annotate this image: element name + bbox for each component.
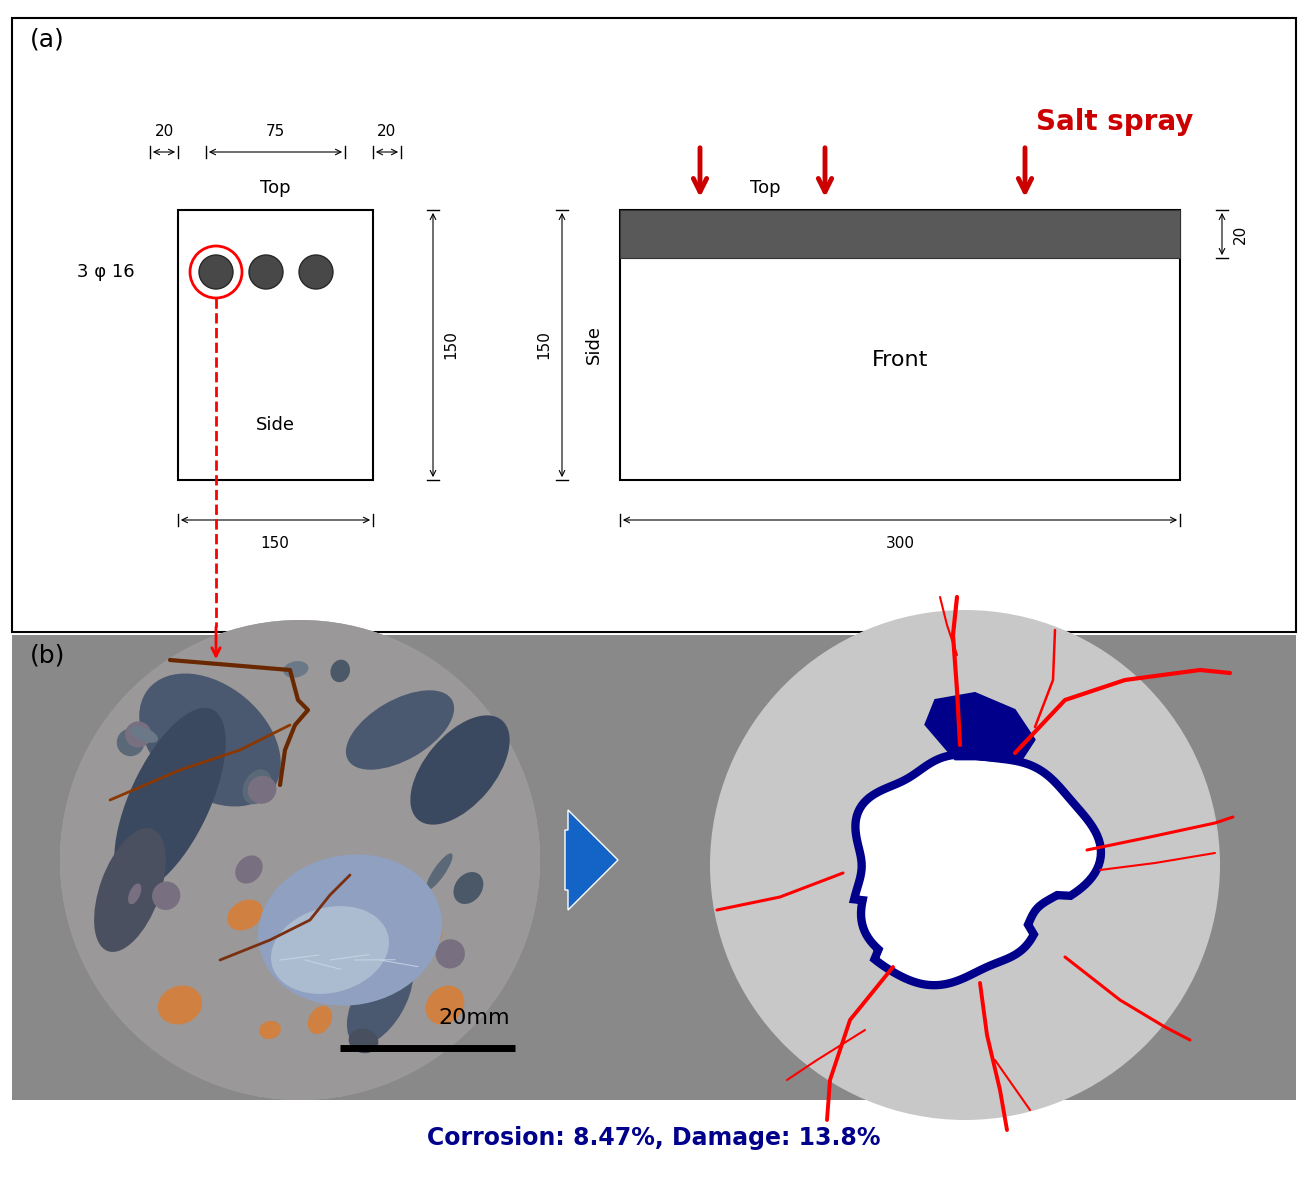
Circle shape	[300, 255, 334, 289]
Ellipse shape	[345, 690, 454, 769]
Ellipse shape	[116, 729, 144, 756]
Text: 3 φ 16: 3 φ 16	[77, 263, 135, 281]
Text: 20: 20	[378, 124, 396, 139]
Text: 150: 150	[536, 330, 552, 360]
Ellipse shape	[94, 828, 166, 952]
Ellipse shape	[129, 726, 158, 742]
Circle shape	[249, 255, 283, 289]
Ellipse shape	[347, 955, 413, 1045]
FancyArrow shape	[565, 809, 617, 910]
Ellipse shape	[426, 853, 453, 890]
Ellipse shape	[139, 674, 281, 806]
Text: 150: 150	[260, 536, 289, 551]
Circle shape	[199, 255, 233, 289]
Text: (b): (b)	[30, 643, 65, 667]
Ellipse shape	[425, 985, 464, 1024]
Ellipse shape	[331, 660, 351, 682]
Ellipse shape	[417, 925, 442, 945]
Circle shape	[710, 610, 1220, 1120]
Ellipse shape	[283, 661, 309, 677]
Ellipse shape	[114, 708, 226, 892]
Ellipse shape	[319, 940, 339, 968]
Text: 20mm: 20mm	[438, 1008, 510, 1028]
Text: 75: 75	[266, 124, 285, 139]
Ellipse shape	[383, 879, 409, 906]
Circle shape	[60, 620, 540, 1100]
Text: (a): (a)	[30, 28, 65, 52]
Text: Side: Side	[585, 326, 603, 365]
Ellipse shape	[411, 715, 510, 825]
Text: 20: 20	[154, 124, 174, 139]
Ellipse shape	[235, 856, 263, 884]
Text: 150: 150	[443, 330, 459, 360]
Ellipse shape	[242, 769, 272, 805]
Text: 20: 20	[1232, 224, 1248, 243]
Polygon shape	[925, 693, 1035, 762]
Ellipse shape	[436, 939, 464, 969]
Text: Front: Front	[872, 350, 929, 371]
Text: Top: Top	[749, 179, 781, 197]
Ellipse shape	[258, 854, 442, 1005]
Ellipse shape	[307, 1005, 332, 1034]
Circle shape	[60, 620, 540, 1100]
Polygon shape	[854, 754, 1101, 985]
Ellipse shape	[128, 884, 141, 904]
Text: Top: Top	[260, 179, 290, 197]
Text: Side: Side	[255, 417, 294, 434]
Text: Corrosion: 8.47%, Damage: 13.8%: Corrosion: 8.47%, Damage: 13.8%	[428, 1126, 880, 1150]
Bar	[12, 18, 1296, 632]
Ellipse shape	[454, 872, 484, 904]
Ellipse shape	[349, 1029, 378, 1054]
Ellipse shape	[259, 1021, 281, 1040]
Text: 300: 300	[886, 536, 914, 551]
Bar	[620, 210, 1180, 258]
Ellipse shape	[152, 881, 181, 910]
Ellipse shape	[228, 899, 263, 930]
Text: Salt spray: Salt spray	[1036, 109, 1194, 136]
Bar	[12, 635, 1296, 1100]
Bar	[178, 210, 373, 480]
Ellipse shape	[126, 721, 152, 747]
Bar	[620, 210, 1180, 480]
Ellipse shape	[271, 906, 388, 994]
Ellipse shape	[268, 902, 292, 916]
Ellipse shape	[247, 775, 276, 804]
Ellipse shape	[158, 985, 203, 1024]
